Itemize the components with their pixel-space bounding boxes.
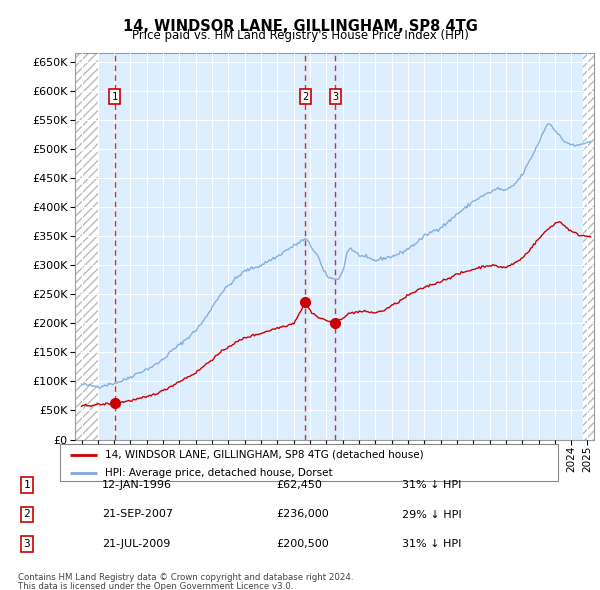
- Text: This data is licensed under the Open Government Licence v3.0.: This data is licensed under the Open Gov…: [18, 582, 293, 590]
- Text: Price paid vs. HM Land Registry's House Price Index (HPI): Price paid vs. HM Land Registry's House …: [131, 30, 469, 42]
- Text: 1: 1: [112, 91, 118, 101]
- Text: 31% ↓ HPI: 31% ↓ HPI: [402, 539, 461, 549]
- Text: 31% ↓ HPI: 31% ↓ HPI: [402, 480, 461, 490]
- Text: 3: 3: [23, 539, 31, 549]
- Text: 14, WINDSOR LANE, GILLINGHAM, SP8 4TG (detached house): 14, WINDSOR LANE, GILLINGHAM, SP8 4TG (d…: [105, 450, 424, 460]
- Text: 14, WINDSOR LANE, GILLINGHAM, SP8 4TG: 14, WINDSOR LANE, GILLINGHAM, SP8 4TG: [122, 19, 478, 34]
- FancyBboxPatch shape: [60, 444, 558, 481]
- Text: 21-SEP-2007: 21-SEP-2007: [102, 510, 173, 519]
- Text: 12-JAN-1996: 12-JAN-1996: [102, 480, 172, 490]
- Text: 29% ↓ HPI: 29% ↓ HPI: [402, 510, 461, 519]
- Bar: [583, 38, 594, 445]
- Text: £62,450: £62,450: [276, 480, 322, 490]
- Text: £200,500: £200,500: [276, 539, 329, 549]
- Bar: [583, 38, 594, 445]
- Bar: [75, 38, 98, 445]
- Bar: [75, 38, 98, 445]
- Text: 2: 2: [302, 91, 308, 101]
- Text: 2: 2: [23, 510, 31, 519]
- Text: HPI: Average price, detached house, Dorset: HPI: Average price, detached house, Dors…: [105, 468, 332, 478]
- Text: Contains HM Land Registry data © Crown copyright and database right 2024.: Contains HM Land Registry data © Crown c…: [18, 573, 353, 582]
- Text: 21-JUL-2009: 21-JUL-2009: [102, 539, 170, 549]
- Text: 3: 3: [332, 91, 338, 101]
- Text: 1: 1: [23, 480, 31, 490]
- Text: £236,000: £236,000: [276, 510, 329, 519]
